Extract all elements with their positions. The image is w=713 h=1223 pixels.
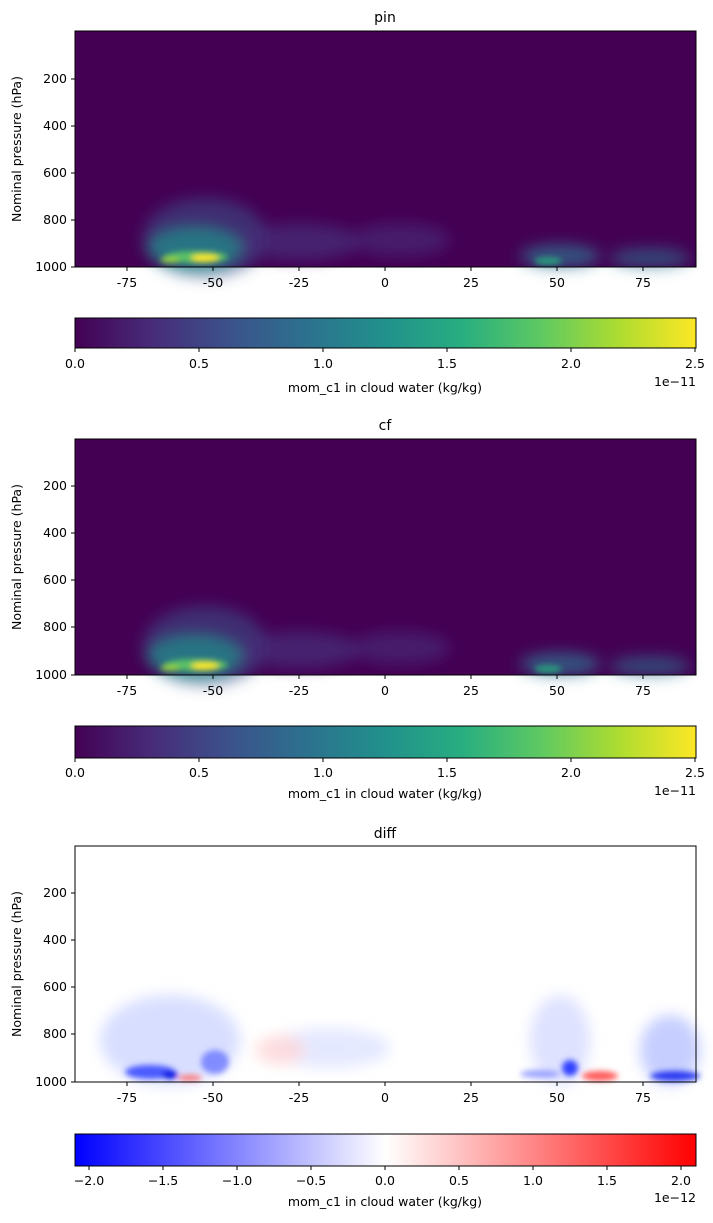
x-tick-label: 75 (635, 1090, 651, 1105)
y-tick-label: 800 (43, 1026, 67, 1041)
colorbar-tick-label: 1.5 (437, 356, 457, 371)
colorbar-label: mom_c1 in cloud water (kg/kg) (288, 380, 482, 395)
y-tick-label: 600 (43, 979, 67, 994)
y-tick-label: 600 (43, 572, 67, 587)
x-tick-label: -50 (203, 275, 223, 290)
x-tick-label: -25 (289, 683, 309, 698)
colorbar-exponent: 1e−11 (654, 374, 696, 389)
colorbar-tick-label: 1.0 (313, 356, 333, 371)
colorbar-tick-label: 0.0 (375, 1173, 395, 1188)
x-tick-label: 0 (381, 1090, 389, 1105)
x-tick-label: 0 (381, 683, 389, 698)
x-tick-label: -75 (117, 275, 137, 290)
panel-title: cf (379, 418, 393, 434)
x-tick-label: 50 (549, 683, 565, 698)
x-tick-label: 50 (549, 275, 565, 290)
x-tick-label: -75 (117, 1090, 137, 1105)
y-tick-label: 200 (43, 885, 67, 900)
panel-title: diff (374, 826, 397, 842)
panel-cf: cf Nominal pressure (hPa) -75 -50 (9, 418, 705, 801)
panel-diff: diff Nominal pressure (hPa) (9, 826, 700, 1209)
colorbar: −2.0 −1.5 −1.0 −0.5 0.0 0.5 1.0 1.5 2.0 … (74, 1133, 697, 1209)
y-tick-label: 800 (43, 619, 67, 634)
colorbar-tick-label: 0.0 (65, 765, 85, 780)
colorbar-tick-label: 2.0 (561, 765, 581, 780)
x-tick-label: 75 (635, 683, 651, 698)
heatmap-field (75, 846, 700, 1085)
y-tick-label: 400 (43, 932, 67, 947)
colorbar-exponent: 1e−11 (654, 783, 696, 798)
colorbar-tick-label: 1.5 (437, 765, 457, 780)
heatmap-field (75, 439, 696, 686)
colorbar-tick-label: −1.0 (222, 1173, 252, 1188)
colorbar-tick-label: −2.0 (74, 1173, 104, 1188)
colorbar-tick-label: 0.5 (449, 1173, 469, 1188)
y-tick-label: 1000 (35, 667, 67, 682)
colorbar-tick-label: 1.5 (597, 1173, 617, 1188)
y-tick-label: 1000 (35, 1074, 67, 1089)
colorbar-tick-label: 2.5 (685, 356, 705, 371)
colorbar-tick-label: −1.5 (148, 1173, 178, 1188)
colorbar-tick-label: 2.0 (561, 356, 581, 371)
x-tick-label: 25 (463, 275, 479, 290)
x-tick-label: 25 (463, 1090, 479, 1105)
x-axis-ticks: -75 -50 -25 0 25 50 75 (117, 267, 651, 290)
x-tick-label: -50 (203, 1090, 223, 1105)
x-tick-label: -75 (117, 683, 137, 698)
y-tick-label: 200 (43, 71, 67, 86)
y-tick-label: 600 (43, 165, 67, 180)
panel-title: pin (374, 10, 396, 26)
colorbar-label: mom_c1 in cloud water (kg/kg) (288, 786, 482, 801)
x-tick-label: -25 (289, 275, 309, 290)
y-axis-ticks: 200 400 600 800 1000 (35, 71, 75, 274)
colorbar-tick-label: 2.5 (685, 765, 705, 780)
y-axis-ticks: 200 400 600 800 1000 (35, 478, 75, 682)
x-axis-ticks: -75 -50 -25 0 25 50 75 (117, 1082, 651, 1105)
x-tick-label: 25 (463, 683, 479, 698)
x-tick-label: 0 (381, 275, 389, 290)
colorbar: 0.0 0.5 1.0 1.5 2.0 2.5 mom_c1 in cloud … (65, 317, 705, 395)
x-tick-label: -25 (289, 1090, 309, 1105)
x-tick-label: -50 (203, 683, 223, 698)
colorbar-tick-label: 0.0 (65, 356, 85, 371)
colorbar-tick-label: 1.0 (313, 765, 333, 780)
y-axis-label: Nominal pressure (hPa) (9, 484, 24, 630)
colorbar-tick-label: −0.5 (296, 1173, 326, 1188)
colorbar-tick-label: 0.5 (189, 765, 209, 780)
panel-pin: pin Nominal pressure (hPa) -75 -50 (9, 10, 705, 395)
x-tick-label: 50 (549, 1090, 565, 1105)
colorbar: 0.0 0.5 1.0 1.5 2.0 2.5 mom_c1 in cloud … (65, 725, 705, 801)
y-tick-label: 400 (43, 525, 67, 540)
x-tick-label: 75 (635, 275, 651, 290)
y-axis-ticks: 200 400 600 800 1000 (35, 885, 75, 1089)
colorbar-label: mom_c1 in cloud water (kg/kg) (288, 1194, 482, 1209)
heatmap-field (75, 31, 696, 278)
colorbar-exponent: 1e−12 (654, 1190, 696, 1205)
y-tick-label: 800 (43, 212, 67, 227)
colorbar-tick-label: 0.5 (189, 356, 209, 371)
colorbar-tick-label: 2.0 (671, 1173, 691, 1188)
y-tick-label: 200 (43, 478, 67, 493)
y-tick-label: 400 (43, 118, 67, 133)
x-axis-ticks: -75 -50 -25 0 25 50 75 (117, 675, 651, 698)
y-tick-label: 1000 (35, 259, 67, 274)
y-axis-label: Nominal pressure (hPa) (9, 76, 24, 222)
colorbar-tick-label: 1.0 (523, 1173, 543, 1188)
y-axis-label: Nominal pressure (hPa) (9, 891, 24, 1037)
